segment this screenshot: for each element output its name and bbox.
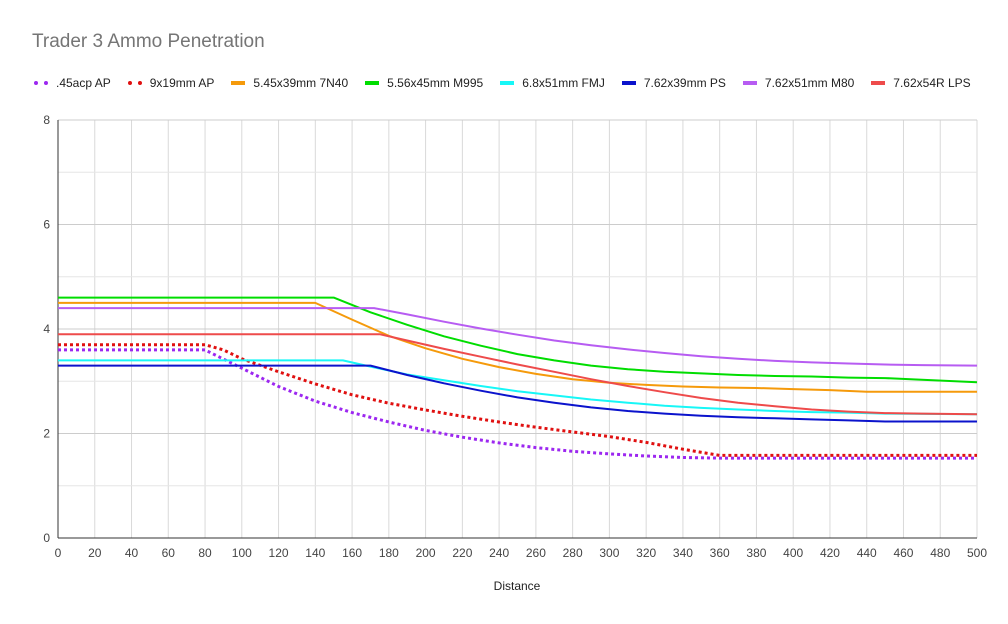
- legend-item: 5.56x45mm M995: [365, 76, 483, 90]
- x-tick-label: 40: [125, 546, 139, 560]
- x-tick-label: 0: [55, 546, 62, 560]
- legend-swatch: [500, 81, 515, 85]
- legend-item: 6.8x51mm FMJ: [500, 76, 605, 90]
- y-tick-label: 2: [43, 427, 50, 441]
- legend-item: 9x19mm AP: [127, 76, 215, 90]
- x-tick-label: 360: [710, 546, 730, 560]
- x-tick-label: 200: [416, 546, 436, 560]
- legend-item: .45acp AP: [34, 76, 111, 90]
- x-tick-label: 500: [967, 546, 987, 560]
- y-tick-label: 4: [43, 322, 50, 336]
- legend-item: 5.45x39mm 7N40: [231, 76, 348, 90]
- axes: [57, 120, 977, 539]
- x-tick-label: 220: [452, 546, 472, 560]
- x-tick-label: 460: [893, 546, 913, 560]
- chart-title: Trader 3 Ammo Penetration: [32, 31, 265, 52]
- x-tick-label: 180: [379, 546, 399, 560]
- y-tick-label: 0: [43, 531, 50, 545]
- legend-swatch: [742, 81, 757, 85]
- legend-item: 7.62x54R LPS: [871, 76, 971, 90]
- legend-swatch: [871, 81, 886, 85]
- legend-swatch: [231, 81, 246, 85]
- series-line-2: [58, 343, 977, 457]
- legend-label: 5.56x45mm M995: [387, 76, 484, 90]
- legend-item: 7.62x51mm M80: [742, 76, 855, 90]
- x-tick-label: 440: [857, 546, 877, 560]
- x-tick-label: 240: [489, 546, 509, 560]
- legend: .45acp AP 9x19mm AP 5.45x39mm 7N40 5.56x45m…: [34, 76, 988, 90]
- x-tick-label: 400: [783, 546, 803, 560]
- x-tick-label: 260: [526, 546, 546, 560]
- legend-swatch: [621, 81, 636, 85]
- y-tick-label: 8: [43, 113, 50, 127]
- legend-label: 9x19mm AP: [149, 76, 215, 90]
- x-tick-label: 160: [342, 546, 362, 560]
- legend-item: 7.62x39mm PS: [621, 76, 726, 90]
- legend-label: 6.8x51mm FMJ: [522, 76, 605, 90]
- x-tick-label: 480: [930, 546, 950, 560]
- legend-label: .45acp AP: [56, 76, 111, 90]
- legend-label: 7.62x54R LPS: [893, 76, 971, 90]
- tick-labels: 0 20 40 60 80 100 120 140 160 180 200 220 240 260 280 3…: [43, 113, 987, 560]
- grid: [57, 119, 978, 539]
- legend-swatch: [127, 81, 142, 85]
- x-tick-label: 80: [198, 546, 212, 560]
- x-tick-label: 20: [88, 546, 102, 560]
- legend-label: 7.62x39mm PS: [643, 76, 726, 90]
- legend-label: 5.45x39mm 7N40: [253, 76, 349, 90]
- legend-swatch: [34, 81, 48, 85]
- x-axis-title: Distance: [494, 579, 541, 593]
- series-line-6: [58, 364, 977, 423]
- series-layer: [58, 296, 978, 460]
- x-tick-label: 120: [269, 546, 289, 560]
- x-tick-label: 60: [162, 546, 176, 560]
- legend-swatch: [365, 81, 380, 85]
- x-tick-label: 420: [820, 546, 840, 560]
- legend-label: 7.62x51mm M80: [764, 76, 855, 90]
- series-line-5: [58, 359, 978, 416]
- x-tick-label: 140: [305, 546, 325, 560]
- series-line-7: [58, 307, 978, 367]
- series-line-8: [58, 333, 978, 416]
- series-line-4: [58, 296, 978, 384]
- x-tick-label: 300: [599, 546, 619, 560]
- x-tick-label: 340: [673, 546, 693, 560]
- x-tick-label: 100: [232, 546, 252, 560]
- y-tick-label: 6: [43, 218, 50, 232]
- series-line-3: [58, 301, 977, 393]
- series-line-1: [58, 348, 977, 460]
- x-tick-label: 380: [746, 546, 766, 560]
- x-tick-label: 320: [636, 546, 656, 560]
- x-tick-label: 280: [563, 546, 583, 560]
